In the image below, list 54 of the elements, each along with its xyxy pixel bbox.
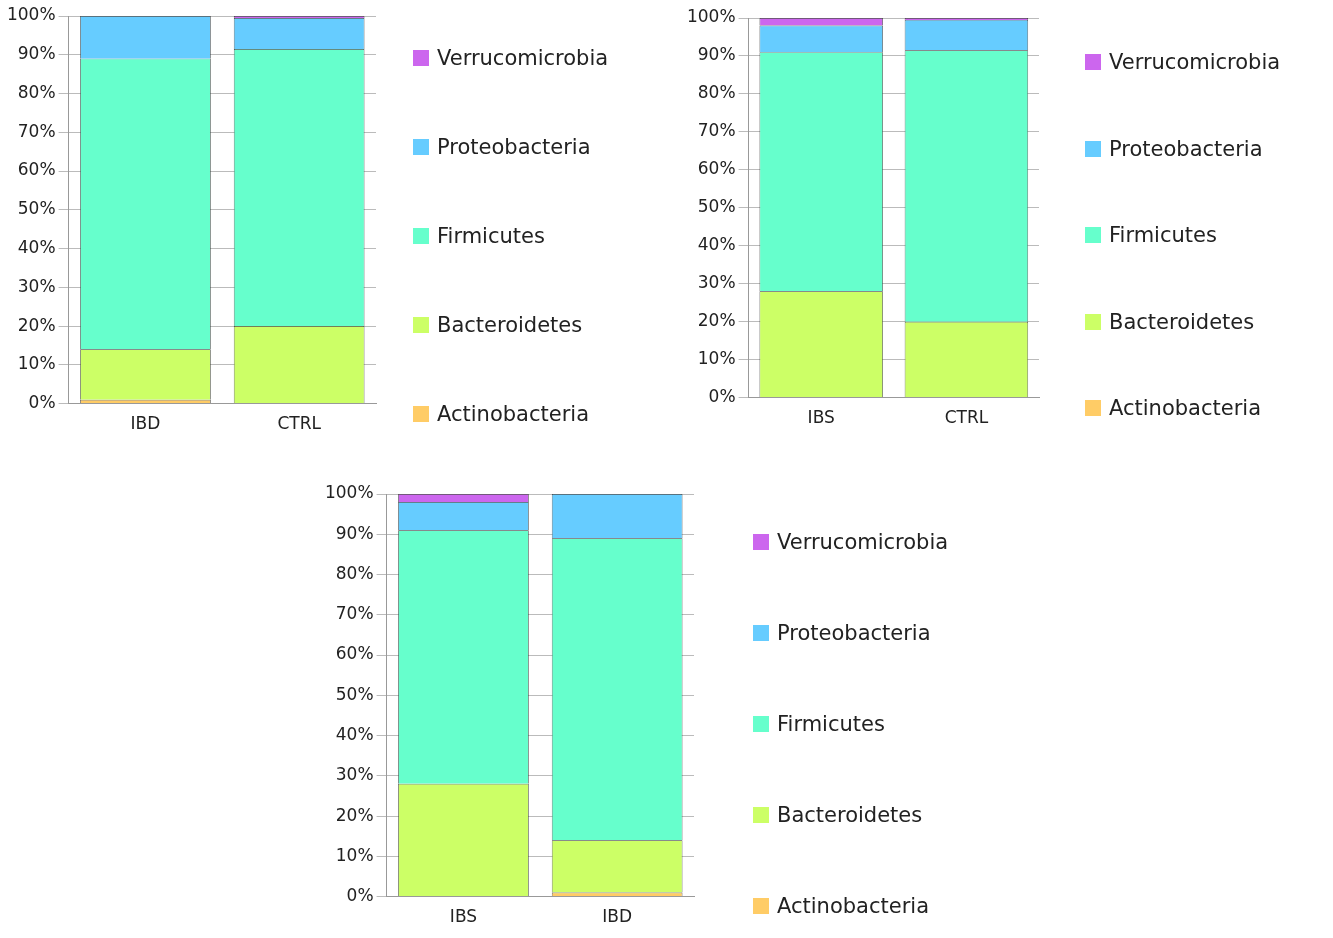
y-tick-label: 10% (697, 348, 736, 369)
legend-label: Verrucomicrobia (1109, 50, 1281, 74)
y-tick-label: 80% (17, 81, 56, 102)
y-tick-label: 30% (697, 272, 736, 293)
y-tick-label: 40% (17, 236, 56, 257)
legend-label: Proteobacteria (1109, 136, 1263, 161)
y-tick-label: 60% (17, 159, 56, 180)
y-tick-label: 70% (17, 120, 56, 141)
x-tick-label: IBD (130, 413, 161, 434)
legend-label: Actinobacteria (437, 402, 590, 426)
y-tick-label: 20% (697, 310, 736, 331)
y-tick-label: 10% (335, 844, 374, 865)
x-tick-label: IBS (807, 407, 835, 428)
y-tick-label: 50% (697, 196, 736, 217)
legend-label: Verrucomicrobia (437, 46, 609, 70)
legend-label: Firmicutes (777, 712, 885, 736)
y-tick-label: 90% (335, 522, 374, 543)
legend-label: Proteobacteria (437, 135, 591, 159)
legend-label: Firmicutes (1109, 223, 1217, 247)
y-tick-label: 90% (697, 44, 736, 65)
y-tick-label: 30% (335, 764, 374, 785)
y-tick-label: 80% (335, 562, 374, 583)
legend-label: Firmicutes (437, 224, 545, 248)
y-tick-label: 50% (335, 683, 374, 704)
y-tick-label: 40% (335, 723, 374, 744)
y-tick-label: 100% (324, 482, 374, 503)
y-tick-label: 0% (346, 885, 374, 906)
y-tick-label: 0% (708, 386, 736, 407)
y-tick-label: 100% (686, 6, 736, 27)
y-tick-label: 70% (697, 120, 736, 141)
y-tick-label: 50% (17, 198, 56, 219)
y-tick-label: 30% (17, 275, 56, 296)
legend-label: Actinobacteria (1109, 396, 1262, 420)
y-tick-label: 60% (697, 158, 736, 179)
legend-label: Bacteroidetes (437, 313, 583, 337)
legend-label: Bacteroidetes (777, 803, 923, 827)
legend-label: Actinobacteria (777, 894, 930, 918)
y-tick-label: 0% (28, 392, 56, 413)
y-tick-label: 100% (6, 4, 56, 25)
y-tick-label: 20% (17, 314, 56, 335)
legend-label: Proteobacteria (777, 621, 931, 645)
legend-label: Bacteroidetes (1109, 309, 1255, 334)
y-tick-label: 60% (335, 643, 374, 664)
x-tick-label: IBS (449, 906, 478, 927)
x-tick-label: IBD (602, 906, 633, 927)
y-tick-label: 70% (335, 603, 374, 624)
y-tick-label: 80% (697, 82, 736, 103)
x-tick-label: CTRL (944, 407, 989, 428)
y-tick-label: 90% (17, 43, 56, 64)
y-tick-label: 20% (335, 804, 374, 825)
y-tick-label: 40% (697, 234, 736, 255)
y-tick-label: 10% (17, 353, 56, 374)
legend-label: Verrucomicrobia (777, 530, 949, 554)
x-tick-label: CTRL (277, 413, 322, 434)
